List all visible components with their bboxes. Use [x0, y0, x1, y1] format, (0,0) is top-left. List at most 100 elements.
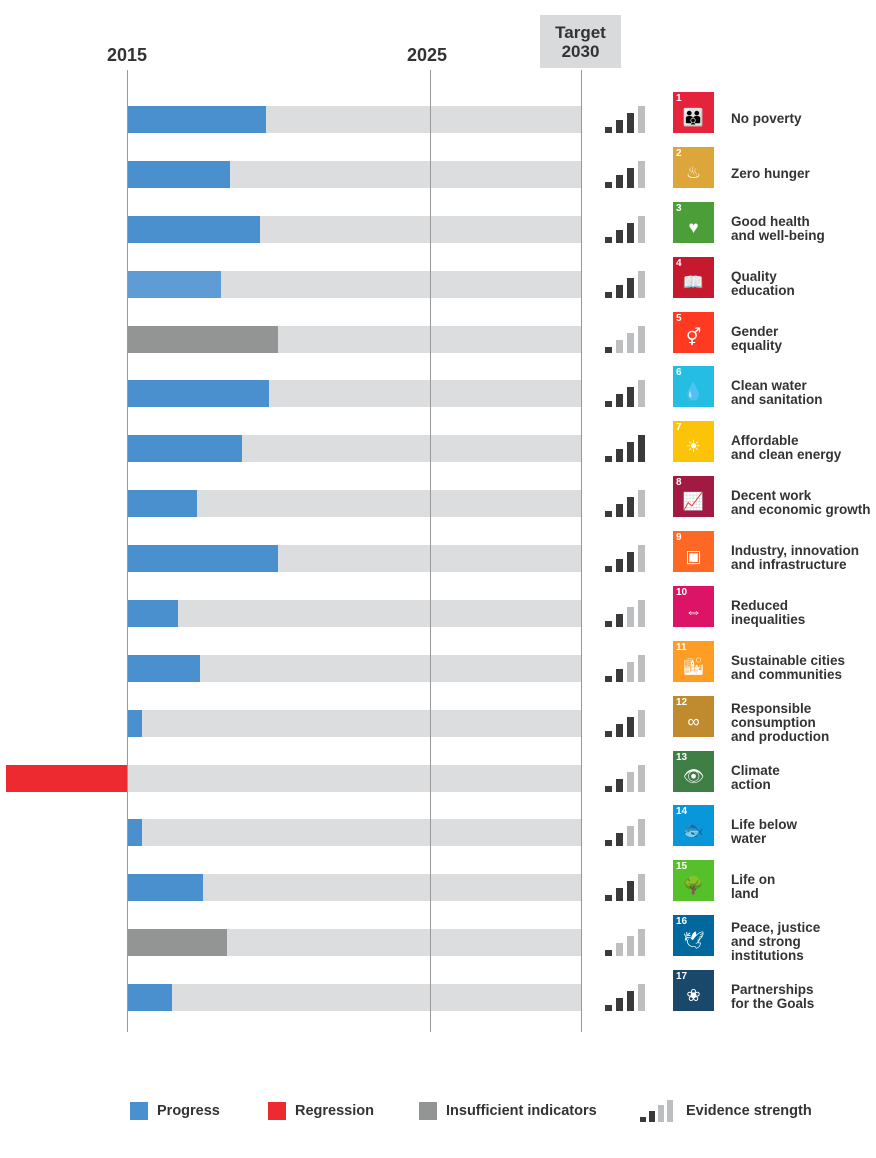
goal-label: Partnerships for the Goals [731, 983, 871, 1011]
bar-track [127, 655, 581, 682]
tick-label-2015: 2015 [106, 45, 148, 65]
goal-label: Industry, innovation and infrastructure [731, 544, 871, 572]
legend-label: Regression [295, 1103, 374, 1119]
evidence-strength-icon [605, 928, 647, 956]
evidence-bar [627, 333, 634, 353]
goal-label-line: Life on [731, 872, 776, 887]
sdg-glyph-icon: 🕊 [682, 931, 705, 950]
evidence-bar [616, 504, 623, 517]
evidence-bar [605, 237, 612, 243]
goal-label-line: and communities [731, 667, 843, 682]
target-2030-label: Target 2030 [540, 15, 621, 68]
evidence-bar [638, 545, 645, 572]
sdg-glyph-icon: 🌳 [682, 876, 705, 895]
evidence-bar [638, 984, 645, 1011]
evidence-strength-icon [605, 160, 647, 188]
evidence-bar [627, 223, 634, 243]
evidence-strength-icon [605, 434, 647, 462]
evidence-bar [605, 895, 612, 901]
sdg-goal-icon: 3 ♥ [673, 202, 714, 243]
bar-insufficient-goal-5 [127, 326, 279, 353]
sdg-goal-icon: 1 👪 [673, 92, 714, 133]
sdg-goal-icon: 4 📖 [673, 257, 714, 298]
evidence-strength-icon [605, 270, 647, 298]
evidence-bar [605, 511, 612, 517]
evidence-bar [605, 676, 612, 682]
evidence-bar [627, 497, 634, 517]
evidence-bar [627, 826, 634, 846]
sdg-goal-icon: 15 🌳 [673, 860, 714, 901]
goal-label: Clean water and sanitation [731, 379, 871, 407]
goal-label: Decent work and economic growth [731, 489, 871, 517]
sdg-number: 11 [676, 642, 687, 653]
sdg-number: 15 [676, 861, 688, 872]
sdg-number: 6 [676, 367, 682, 378]
legend-regression: Regression [268, 1101, 374, 1121]
evidence-bar [638, 326, 645, 353]
goal-label-line: Partnerships [731, 982, 814, 997]
evidence-bar [627, 607, 634, 627]
bar-progress-goal-4 [127, 271, 221, 298]
bar-progress-goal-17 [127, 984, 173, 1011]
evidence-bar [616, 779, 623, 792]
legend-label: Progress [157, 1103, 220, 1119]
goal-label-line: action [731, 777, 771, 792]
evidence-strength-icon [640, 1100, 676, 1122]
sdg-number: 13 [676, 752, 688, 763]
evidence-bar [638, 765, 645, 792]
evidence-strength-icon [605, 489, 647, 517]
goal-label-line: Sustainable cities [731, 653, 846, 668]
legend-insufficient: Insufficient indicators [419, 1101, 597, 1121]
bar-progress-goal-8 [127, 490, 197, 517]
sdg-goal-icon: 6 💧 [673, 366, 714, 407]
goal-label-line: consumption [731, 715, 816, 730]
sdg-glyph-icon: 📖 [682, 273, 705, 292]
evidence-bar [605, 347, 612, 353]
sdg-number: 12 [676, 697, 688, 708]
goal-label-line: and economic growth [731, 502, 871, 517]
sdg-glyph-icon: 🏙 [682, 657, 705, 676]
sdg-glyph-icon: ♥ [688, 218, 699, 237]
evidence-bar [616, 175, 623, 188]
goal-label-line: Clean water [731, 378, 807, 393]
evidence-bar [605, 731, 612, 737]
evidence-strength-icon [605, 654, 647, 682]
evidence-bar [627, 662, 634, 682]
evidence-bar [627, 168, 634, 188]
goal-label: Sustainable cities and communities [731, 654, 871, 682]
sdg-goal-icon: 12 ∞ [673, 696, 714, 737]
evidence-strength-icon [605, 379, 647, 407]
gridline-2025 [430, 70, 431, 1032]
sdg-number: 4 [676, 258, 682, 269]
evidence-bar [627, 772, 634, 792]
goal-label: No poverty [731, 112, 871, 126]
sdg-glyph-icon: ∞ [687, 712, 700, 731]
bar-track [127, 490, 581, 517]
goal-label: Zero hunger [731, 167, 871, 181]
goal-label-line: Industry, innovation [731, 543, 859, 558]
goal-label-line: Climate [731, 763, 780, 778]
sdg-goal-icon: 14 🐟 [673, 805, 714, 846]
sdg-goal-icon: 10 ⇔ [673, 586, 714, 627]
evidence-strength-icon [605, 764, 647, 792]
bar-track [127, 765, 581, 792]
evidence-bar [638, 216, 645, 243]
target-label-line1: Target [555, 23, 606, 42]
legend-swatch-insufficient [419, 1102, 437, 1120]
evidence-bar [616, 559, 623, 572]
evidence-bar [638, 161, 645, 188]
evidence-bar [616, 943, 623, 956]
evidence-bar [616, 449, 623, 462]
sdg-number: 14 [676, 806, 688, 817]
sdg-number: 16 [676, 916, 688, 927]
sdg-glyph-icon: ⚥ [685, 328, 702, 347]
evidence-bar [605, 840, 612, 846]
goal-label-line: equality [731, 338, 783, 353]
goal-label: Good health and well-being [731, 215, 871, 243]
legend-evidence-strength: Evidence strength [640, 1100, 812, 1122]
evidence-strength-icon [605, 873, 647, 901]
evidence-bar [638, 380, 645, 407]
sdg-goal-icon: 11 🏙 [673, 641, 714, 682]
sdg-number: 7 [676, 422, 682, 433]
evidence-bar [616, 285, 623, 298]
